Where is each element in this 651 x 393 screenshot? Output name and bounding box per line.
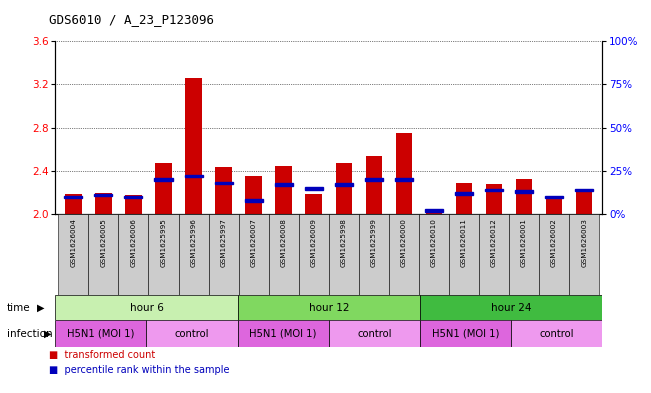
Text: GSM1626012: GSM1626012	[491, 218, 497, 267]
Bar	[335, 184, 353, 186]
Bar	[511, 320, 602, 347]
Text: GSM1626006: GSM1626006	[130, 218, 137, 267]
Text: GSM1625995: GSM1625995	[161, 218, 167, 267]
Bar	[366, 156, 382, 214]
Text: GSM1626009: GSM1626009	[311, 218, 317, 267]
Text: hour 24: hour 24	[491, 303, 531, 312]
Text: GSM1626011: GSM1626011	[461, 218, 467, 267]
Text: GSM1626003: GSM1626003	[581, 218, 587, 267]
Bar	[576, 191, 592, 214]
Text: ▶: ▶	[44, 329, 51, 339]
Bar	[215, 182, 232, 184]
Text: GSM1626008: GSM1626008	[281, 218, 286, 267]
Bar	[329, 214, 359, 295]
Bar	[269, 214, 299, 295]
Bar	[55, 320, 146, 347]
Text: control: control	[175, 329, 209, 339]
Bar	[239, 214, 269, 295]
Bar	[365, 178, 383, 181]
Bar	[420, 295, 602, 320]
Bar	[335, 163, 352, 214]
Text: GSM1626005: GSM1626005	[100, 218, 106, 267]
Text: GSM1625998: GSM1625998	[340, 218, 347, 267]
Bar	[426, 209, 442, 214]
Bar	[148, 214, 178, 295]
Bar	[59, 214, 89, 295]
Bar	[208, 214, 239, 295]
Bar	[485, 189, 503, 191]
Bar	[545, 196, 563, 198]
Text: ■  percentile rank within the sample: ■ percentile rank within the sample	[49, 365, 229, 375]
Bar	[146, 320, 238, 347]
Bar	[184, 175, 202, 178]
Bar	[395, 178, 413, 181]
Bar	[186, 78, 202, 214]
Bar	[509, 214, 539, 295]
Bar	[215, 167, 232, 214]
Text: GSM1626002: GSM1626002	[551, 218, 557, 267]
Text: GSM1625997: GSM1625997	[221, 218, 227, 267]
Bar	[546, 196, 562, 214]
Bar	[118, 214, 148, 295]
Bar	[449, 214, 479, 295]
Text: control: control	[540, 329, 574, 339]
Text: H5N1 (MOI 1): H5N1 (MOI 1)	[67, 329, 135, 339]
Bar	[64, 196, 83, 198]
Text: GSM1626001: GSM1626001	[521, 218, 527, 267]
Bar	[575, 189, 593, 191]
Text: GSM1625999: GSM1625999	[371, 218, 377, 267]
Text: hour 12: hour 12	[309, 303, 349, 312]
Bar	[245, 199, 262, 202]
Bar	[125, 195, 142, 214]
Bar	[419, 214, 449, 295]
Bar	[238, 295, 420, 320]
Bar	[455, 192, 473, 195]
Text: GDS6010 / A_23_P123096: GDS6010 / A_23_P123096	[49, 13, 214, 26]
Bar	[154, 178, 173, 181]
Bar	[456, 183, 472, 214]
Bar	[95, 193, 112, 214]
Text: GSM1626004: GSM1626004	[70, 218, 76, 267]
Bar	[275, 184, 293, 186]
Text: control: control	[357, 329, 391, 339]
Text: GSM1626007: GSM1626007	[251, 218, 256, 267]
Bar	[178, 214, 208, 295]
Bar	[569, 214, 599, 295]
Bar	[305, 194, 322, 214]
Text: ▶: ▶	[37, 303, 45, 312]
Text: GSM1626000: GSM1626000	[401, 218, 407, 267]
Bar	[359, 214, 389, 295]
Text: time: time	[7, 303, 30, 312]
Text: infection: infection	[7, 329, 52, 339]
Text: H5N1 (MOI 1): H5N1 (MOI 1)	[432, 329, 499, 339]
Bar	[155, 163, 172, 214]
Bar	[516, 178, 533, 214]
Bar	[275, 165, 292, 214]
Bar	[479, 214, 509, 295]
Text: H5N1 (MOI 1): H5N1 (MOI 1)	[249, 329, 317, 339]
Bar	[245, 176, 262, 214]
Bar	[89, 214, 118, 295]
Bar	[539, 214, 569, 295]
Bar	[238, 320, 329, 347]
Text: GSM1625996: GSM1625996	[191, 218, 197, 267]
Bar	[329, 320, 420, 347]
Bar	[55, 295, 238, 320]
Bar	[299, 214, 329, 295]
Bar	[305, 187, 323, 189]
Bar	[515, 190, 533, 193]
Text: GSM1626010: GSM1626010	[431, 218, 437, 267]
Bar	[124, 196, 143, 198]
Bar	[65, 194, 81, 214]
Bar	[94, 194, 113, 196]
Text: hour 6: hour 6	[130, 303, 163, 312]
Bar	[420, 320, 511, 347]
Bar	[389, 214, 419, 295]
Text: ■  transformed count: ■ transformed count	[49, 350, 155, 360]
Bar	[486, 184, 503, 214]
Bar	[396, 133, 412, 214]
Bar	[425, 209, 443, 212]
